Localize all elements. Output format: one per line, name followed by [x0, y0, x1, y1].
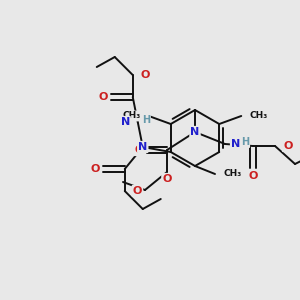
Text: H: H — [241, 137, 249, 147]
Text: O: O — [134, 145, 144, 155]
Text: O: O — [248, 171, 258, 181]
Text: O: O — [162, 174, 172, 184]
Text: N: N — [121, 117, 130, 127]
Text: O: O — [133, 186, 142, 196]
Text: O: O — [98, 92, 107, 102]
Text: H: H — [142, 115, 150, 125]
Text: N: N — [138, 142, 147, 152]
Text: O: O — [90, 164, 99, 174]
Text: N: N — [231, 139, 240, 149]
Text: CH₃: CH₃ — [122, 112, 141, 121]
Text: N: N — [190, 127, 200, 137]
Text: O: O — [141, 70, 150, 80]
Text: O: O — [283, 141, 292, 151]
Text: CH₃: CH₃ — [223, 169, 241, 178]
Text: CH₃: CH₃ — [249, 112, 268, 121]
